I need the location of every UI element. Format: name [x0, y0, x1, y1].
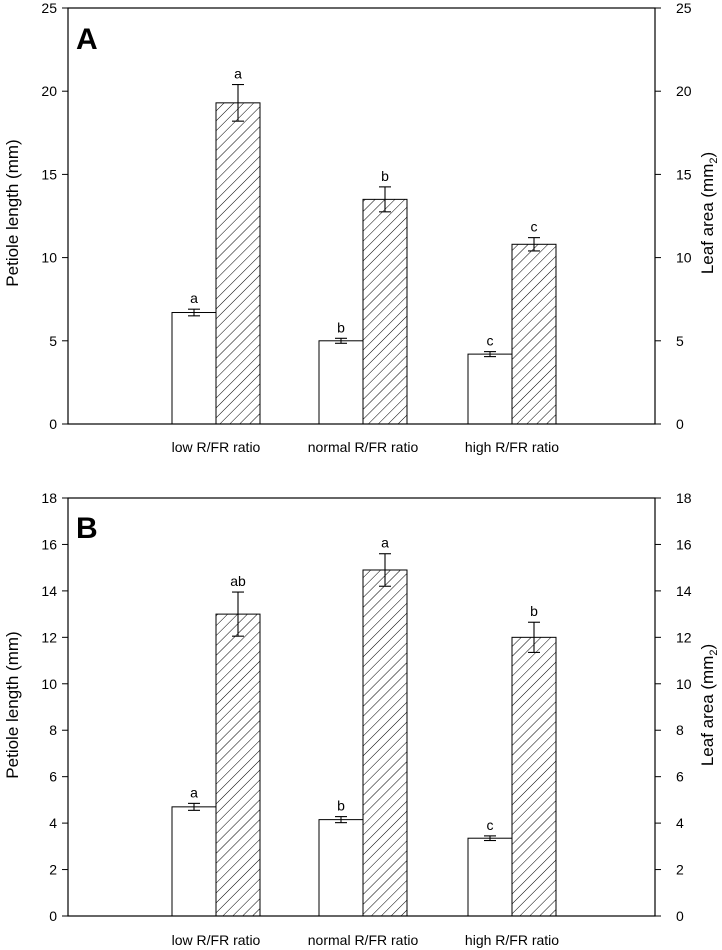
panel-b: B Petiole length (mm) Leaf area (mm2) 0 2… [3, 490, 720, 948]
panel-a-significance-label: c [531, 219, 538, 235]
panel-a-left-tick-label: 5 [49, 333, 57, 349]
panel-b-error-bar [232, 591, 244, 637]
panel-label-a: A [76, 23, 98, 56]
panel-b-left-axis-label: Petiole length (mm) [3, 631, 22, 778]
panel-a-error-bar [188, 308, 200, 317]
panel-b-right-tick-label: 2 [676, 862, 684, 878]
panel-a: A Petiole length (mm) Leaf area (mm2) 0 5… [3, 0, 720, 455]
panel-a-bar-leaf-area [511, 243, 557, 425]
panel-a-bar-leaf-area [362, 198, 408, 425]
panel-a-bar-leaf-area [215, 102, 261, 425]
panel-b-significance-label: a [381, 535, 389, 551]
panel-b-left-tick-label: 18 [41, 490, 57, 506]
panel-a-left-tick-label: 10 [41, 250, 57, 266]
panel-b-significance-label: a [190, 784, 198, 800]
panel-a-right-tick-label: 5 [676, 333, 684, 349]
panel-b-bar-petiole-length [467, 837, 513, 917]
panel-b-right-tick-label: 12 [676, 629, 692, 645]
panel-a-category-labels: low R/FR ratio normal R/FR ratio high R/FR… [172, 439, 560, 455]
panel-b-error-bar [379, 553, 391, 587]
panel-a-right-tick-label: 25 [676, 0, 692, 16]
panel-b-significance-label: b [530, 603, 538, 619]
panel-b-significance-label: ab [230, 573, 246, 589]
panel-a-left-tick-label: 20 [41, 83, 57, 99]
panel-b-left-ticks: 0 2 4 6 8 10 12 14 16 18 [41, 490, 68, 924]
panel-b-error-bar [484, 835, 496, 842]
panel-a-error-bar [484, 351, 496, 358]
panel-b-left-tick-label: 12 [41, 629, 57, 645]
panel-b-left-tick-label: 2 [49, 862, 57, 878]
panel-b-plot-frame [67, 497, 656, 917]
panel-b-left-tick-label: 8 [49, 722, 57, 738]
panel-a-left-tick-label: 15 [41, 166, 57, 182]
panel-b-error-bar [528, 621, 540, 653]
panel-b-category-labels: low R/FR ratio normal R/FR ratio high R/FR… [172, 932, 560, 948]
panel-b-left-tick-label: 6 [49, 769, 57, 785]
panel-b-right-tick-label: 14 [676, 583, 692, 599]
panel-b-right-tick-label: 0 [676, 908, 684, 924]
panel-a-significance-label: c [487, 333, 494, 349]
panel-b-significance-label: c [487, 817, 494, 833]
panel-b-error-bar [188, 802, 200, 811]
panel-a-left-ticks: 0 5 10 15 20 25 [41, 0, 68, 432]
panel-a-error-bar [232, 83, 244, 122]
panel-a-right-axis-label: Leaf area (mm2) [698, 152, 720, 274]
panel-b-right-tick-label: 10 [676, 676, 692, 692]
panel-a-right-tick-label: 20 [676, 83, 692, 99]
panel-label-b: B [76, 512, 98, 545]
panel-b-category-label: high R/FR ratio [465, 932, 559, 948]
panel-a-left-tick-label: 0 [49, 416, 57, 432]
panel-b-left-tick-label: 4 [49, 815, 57, 831]
panel-a-error-bar [379, 186, 391, 213]
panel-b-left-tick-label: 10 [41, 676, 57, 692]
panel-a-right-tick-label: 10 [676, 250, 692, 266]
panel-b-right-tick-label: 8 [676, 722, 684, 738]
panel-a-right-ticks: 0 5 10 15 20 25 [655, 0, 692, 432]
panel-b-significance-label: b [337, 798, 345, 814]
panel-b-right-tick-label: 18 [676, 490, 692, 506]
panel-a-category-label: low R/FR ratio [172, 439, 261, 455]
panel-b-right-tick-label: 6 [676, 769, 684, 785]
panel-a-right-tick-label: 0 [676, 416, 684, 432]
panel-a-significance-label: b [337, 319, 345, 335]
panel-a-category-label: high R/FR ratio [465, 439, 559, 455]
panel-b-right-ticks: 0 2 4 6 8 10 12 14 16 18 [655, 490, 692, 924]
panel-a-significance-label: b [381, 168, 389, 184]
panel-a-bars: a b c a b c [171, 66, 557, 425]
panel-a-category-label: normal R/FR ratio [308, 439, 419, 455]
panel-b-category-label: normal R/FR ratio [308, 932, 419, 948]
panel-b-left-tick-label: 14 [41, 583, 57, 599]
panel-b-right-tick-label: 4 [676, 815, 684, 831]
panel-b-bar-leaf-area [511, 636, 557, 917]
panel-b-category-label: low R/FR ratio [172, 932, 261, 948]
panel-a-right-tick-label: 15 [676, 166, 692, 182]
panel-a-significance-label: a [234, 66, 242, 82]
panel-a-significance-label: a [190, 290, 198, 306]
panel-a-bar-petiole-length [171, 312, 217, 425]
panel-a-left-tick-label: 25 [41, 0, 57, 16]
panel-b-left-tick-label: 16 [41, 536, 57, 552]
panel-b-right-tick-label: 16 [676, 536, 692, 552]
panel-a-error-bar [528, 237, 540, 252]
panel-b-bar-leaf-area [362, 569, 408, 917]
panel-b-left-tick-label: 0 [49, 908, 57, 924]
panel-a-left-axis-label: Petiole length (mm) [3, 139, 22, 286]
panel-b-bar-petiole-length [318, 819, 364, 917]
panel-b-error-bar [335, 816, 347, 824]
panel-a-error-bar [335, 337, 347, 344]
panel-a-bar-petiole-length [467, 353, 513, 425]
panel-b-bar-petiole-length [171, 806, 217, 917]
panel-a-plot-frame [67, 7, 656, 425]
panel-b-right-axis-label: Leaf area (mm2) [698, 644, 720, 766]
panel-b-bar-leaf-area [215, 613, 261, 917]
panel-a-bar-petiole-length [318, 340, 364, 425]
